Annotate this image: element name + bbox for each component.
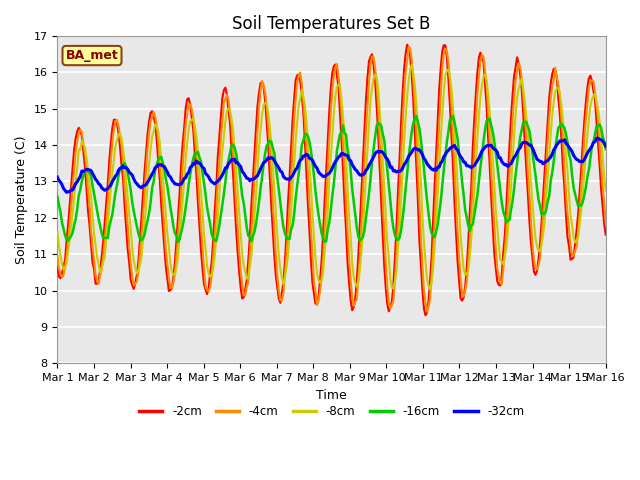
X-axis label: Time: Time [316,389,347,402]
-4cm [293,80,301,85]
-4cm [574,228,582,234]
-16cm [449,113,457,119]
Line: -8cm: -8cm [58,65,605,289]
-4cm [244,278,252,284]
Line: -2cm: -2cm [58,45,605,315]
-32cm [246,178,253,184]
-32cm [573,156,580,162]
-32cm [54,174,61,180]
-2cm [244,258,252,264]
-8cm [236,210,243,216]
-32cm [594,135,602,141]
-32cm [218,172,226,178]
-8cm [121,158,129,164]
-16cm [121,160,129,166]
-16cm [574,203,582,209]
-2cm [121,203,129,208]
Legend: -2cm, -4cm, -8cm, -16cm, -32cm: -2cm, -4cm, -8cm, -16cm, -32cm [134,400,529,423]
-8cm [54,229,61,235]
-8cm [408,62,415,68]
-32cm [63,190,70,195]
-16cm [246,234,253,240]
-16cm [218,201,226,207]
-16cm [54,194,61,200]
-32cm [295,160,303,166]
-16cm [602,146,609,152]
-8cm [293,119,301,124]
-4cm [236,248,243,254]
-8cm [574,234,582,240]
Text: BA_met: BA_met [66,49,118,62]
-4cm [54,253,61,259]
-8cm [217,168,225,173]
-2cm [54,264,61,270]
-4cm [423,309,431,315]
-2cm [236,269,243,275]
-2cm [422,312,429,318]
Line: -4cm: -4cm [58,47,605,312]
-8cm [602,188,609,193]
-2cm [217,115,225,120]
-2cm [293,72,301,78]
Line: -32cm: -32cm [58,138,605,192]
-4cm [121,184,129,190]
-8cm [426,287,434,292]
Y-axis label: Soil Temperature (C): Soil Temperature (C) [15,135,28,264]
Title: Soil Temperatures Set B: Soil Temperatures Set B [232,15,431,33]
-16cm [295,170,303,176]
-4cm [602,219,609,225]
-4cm [405,44,413,50]
-32cm [237,164,244,169]
Line: -16cm: -16cm [58,116,605,242]
-2cm [574,210,582,216]
-8cm [244,274,252,280]
-16cm [237,179,244,185]
-32cm [602,143,609,149]
-32cm [122,165,130,170]
-4cm [217,136,225,142]
-2cm [602,232,609,238]
-2cm [403,42,411,48]
-16cm [174,239,182,245]
